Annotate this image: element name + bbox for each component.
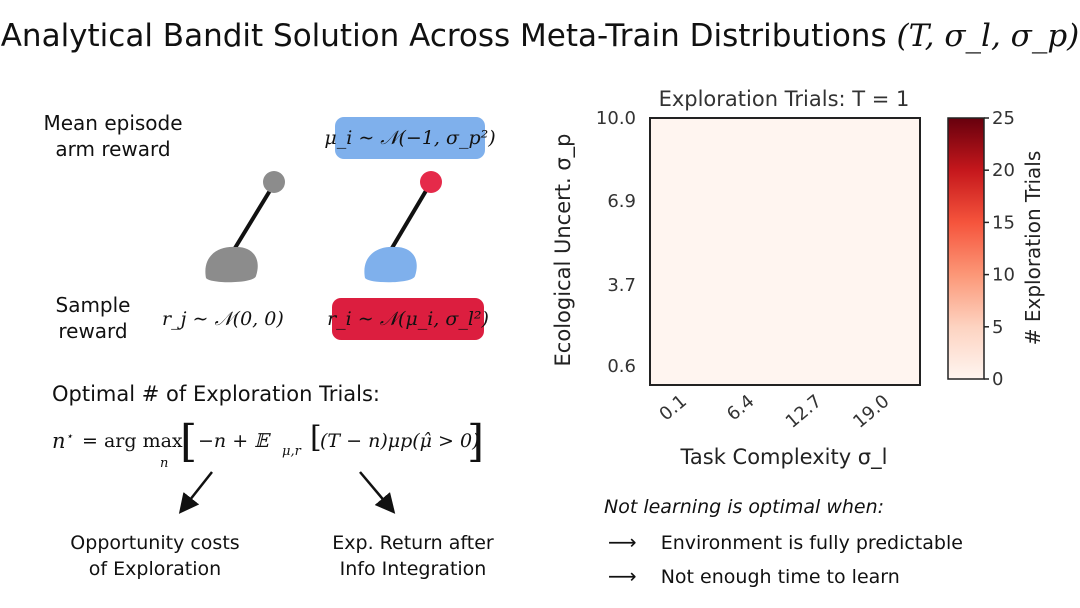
formula-inner-bracket-left: [ — [310, 420, 322, 455]
heatmap-cell — [717, 184, 786, 252]
heatmap-cell — [717, 318, 786, 386]
heatmap-cell — [785, 184, 853, 252]
formula-inner: (T − n)μp(μ̂ > 0) — [320, 430, 480, 452]
formula-sub-mur: μ,r — [282, 444, 301, 459]
left-arm-base — [205, 246, 258, 283]
formula-star: ⋆ — [65, 429, 74, 443]
note-item-2: Not enough time to learn — [660, 566, 900, 588]
left-arm — [205, 171, 285, 283]
notes-heading-text: Not learning is optimal when: — [604, 496, 885, 518]
mu-formula: μ_i ∼ 𝒩(−1, σ_p²) — [324, 127, 496, 149]
mean-reward-label-line2: arm reward — [55, 137, 171, 161]
colorbar-ticks: 0 5 10 15 20 25 — [984, 108, 1015, 390]
arrow-left — [178, 471, 213, 514]
x-axis-label: Task Complexity σ_l — [680, 445, 888, 470]
colorbar-label: # Exploration Trials — [1021, 151, 1045, 346]
sample-reward-label-line1: Sample — [55, 293, 131, 317]
heatmap-cell — [852, 251, 921, 319]
colorbar-tick-label: 25 — [992, 108, 1015, 129]
opportunity-cost-note: Opportunity costs of Exploration — [50, 530, 260, 582]
y-tick-label: 3.7 — [607, 275, 636, 296]
heatmap-cell — [852, 118, 921, 186]
heatmap-cell — [650, 251, 718, 319]
colorbar-tick-label: 10 — [992, 265, 1015, 286]
page-title: Analytical Bandit Solution Across Meta-T… — [0, 18, 1080, 54]
opportunity-cost-line1: Opportunity costs — [70, 532, 240, 554]
x-tick-label: 6.4 — [723, 391, 758, 425]
colorbar-tick-label: 0 — [992, 369, 1003, 390]
colorbar-tick-label: 15 — [992, 212, 1015, 233]
title-math: (T, σ_l, σ_p) — [896, 18, 1080, 54]
exp-return-line1: Exp. Return after — [332, 532, 494, 554]
heatmap-cell — [650, 318, 718, 386]
heatmap-cell — [852, 318, 921, 386]
formula-bracket-right: ] — [467, 416, 485, 467]
sample-reward-label-line2: reward — [58, 319, 128, 343]
optimal-heading: Optimal # of Exploration Trials: — [52, 382, 380, 406]
formula-arrows — [178, 471, 396, 514]
sample-reward-label: Sample reward — [28, 292, 158, 344]
colorbar-tick-label: 5 — [992, 317, 1003, 338]
note-item: ⟶ Environment is fully predictable — [608, 530, 963, 554]
opportunity-cost-line2: of Exploration — [88, 558, 222, 580]
heatmap-chart: Exploration Trials: T = 1 10.06.93.70.6 … — [551, 87, 1045, 470]
x-ticks: 0.1 6.4 12.7 19.0 — [656, 391, 894, 433]
y-tick-label: 0.6 — [607, 356, 636, 377]
note-item-1: Environment is fully predictable — [660, 532, 963, 554]
exp-return-note: Exp. Return after Info Integration — [308, 530, 518, 582]
formula-sub-n: n — [160, 456, 169, 471]
right-arm-knob — [420, 171, 442, 193]
x-tick-label: 0.1 — [656, 391, 691, 425]
heatmap-frame — [649, 117, 921, 386]
heatmap-cell — [785, 251, 853, 319]
left-arm-knob — [263, 171, 285, 193]
formula-argmax: = arg max — [82, 430, 183, 452]
mu-formula-box: μ_i ∼ 𝒩(−1, σ_p²) — [324, 117, 496, 159]
formula-bracket-left: [ — [180, 416, 198, 467]
arrow-right-icon: ⟶ — [608, 530, 637, 554]
heatmap-cells — [650, 118, 921, 386]
bandit-arms — [205, 171, 442, 283]
y-axis-label: Ecological Uncert. σ_p — [551, 134, 576, 367]
right-arm — [364, 171, 442, 283]
ri-formula: r_i ∼ 𝒩(μ_i, σ_l²) — [327, 308, 489, 330]
mean-reward-label-line1: Mean episode — [43, 111, 183, 135]
y-tick-label: 6.9 — [607, 191, 636, 212]
ri-formula-box: r_i ∼ 𝒩(μ_i, σ_l²) — [327, 298, 489, 340]
arrow-right — [359, 471, 396, 514]
heatmap-cell — [717, 251, 786, 319]
heatmap-title: Exploration Trials: T = 1 — [659, 87, 910, 111]
formula-bracket-content: −n + 𝔼 — [198, 430, 269, 452]
heatmap-cell — [717, 118, 786, 186]
rj-formula: r_j ∼ 𝒩(0, 0) — [162, 308, 284, 330]
colorbar — [947, 117, 985, 380]
title-text: Analytical Bandit Solution Across Meta-T… — [0, 18, 887, 54]
x-tick-label: 19.0 — [849, 391, 893, 433]
mean-reward-label: Mean episode arm reward — [28, 110, 198, 162]
optimal-formula: n⋆ = arg max n [ −n + 𝔼 μ,r [ (T − n)μp(… — [52, 416, 492, 480]
heatmap-cell — [785, 318, 853, 386]
right-arm-base — [364, 246, 417, 283]
heatmap-cell — [650, 184, 718, 252]
heatmap-cell — [650, 118, 718, 186]
arrow-right-icon: ⟶ — [608, 564, 637, 588]
notes-heading: Not learning is optimal when: — [604, 496, 884, 518]
x-tick-label: 12.7 — [782, 391, 826, 433]
y-ticks: 10.0 6.9 3.7 0.6 — [596, 108, 636, 377]
y-tick-label: 10.0 — [596, 108, 636, 129]
heatmap-cell — [852, 184, 921, 252]
colorbar-tick-label: 20 — [992, 160, 1015, 181]
exp-return-line2: Info Integration — [339, 558, 487, 580]
formula-lhs-n: n — [52, 429, 66, 453]
heatmap-cell — [785, 118, 853, 186]
formula-lhs: n⋆ — [52, 429, 73, 453]
note-item: ⟶ Not enough time to learn — [608, 564, 900, 588]
